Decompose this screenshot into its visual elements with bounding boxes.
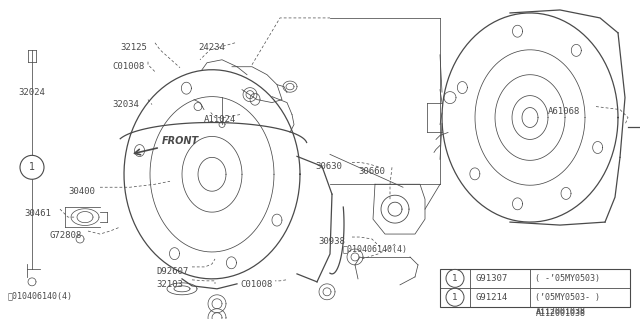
Text: 32103: 32103 (156, 280, 183, 289)
Text: 1: 1 (452, 293, 458, 302)
Text: (’05MY0503- ): (’05MY0503- ) (535, 293, 600, 302)
Text: 24234: 24234 (198, 43, 225, 52)
Text: C01008: C01008 (240, 280, 272, 289)
Text: 30630: 30630 (315, 162, 342, 171)
Text: Ⓑ010406140(4): Ⓑ010406140(4) (343, 244, 408, 253)
Text: ( -’05MY0503): ( -’05MY0503) (535, 274, 600, 283)
Text: 32024: 32024 (18, 88, 45, 97)
Text: 30400: 30400 (68, 187, 95, 196)
Text: 30660: 30660 (358, 167, 385, 176)
Text: 32034: 32034 (112, 100, 139, 108)
Circle shape (446, 269, 464, 287)
Text: A61068: A61068 (548, 107, 580, 116)
Text: G91214: G91214 (475, 293, 508, 302)
Text: 32125: 32125 (120, 43, 147, 52)
Text: Ⓑ010406140(4): Ⓑ010406140(4) (8, 292, 73, 301)
Text: G72808: G72808 (50, 231, 83, 240)
Text: 1: 1 (452, 274, 458, 283)
Text: A112001038: A112001038 (536, 307, 586, 316)
Text: A112001038: A112001038 (536, 309, 586, 318)
Circle shape (446, 288, 464, 306)
Text: 1: 1 (29, 162, 35, 172)
Text: C01008: C01008 (112, 62, 144, 71)
Text: 30461: 30461 (24, 209, 51, 218)
Text: FRONT: FRONT (162, 136, 199, 147)
Text: D92607: D92607 (156, 267, 188, 276)
Text: 30938: 30938 (318, 237, 345, 246)
Circle shape (20, 156, 44, 179)
Text: A11024: A11024 (204, 115, 236, 124)
Bar (440, 269, 630, 307)
Text: G91307: G91307 (475, 274, 508, 283)
